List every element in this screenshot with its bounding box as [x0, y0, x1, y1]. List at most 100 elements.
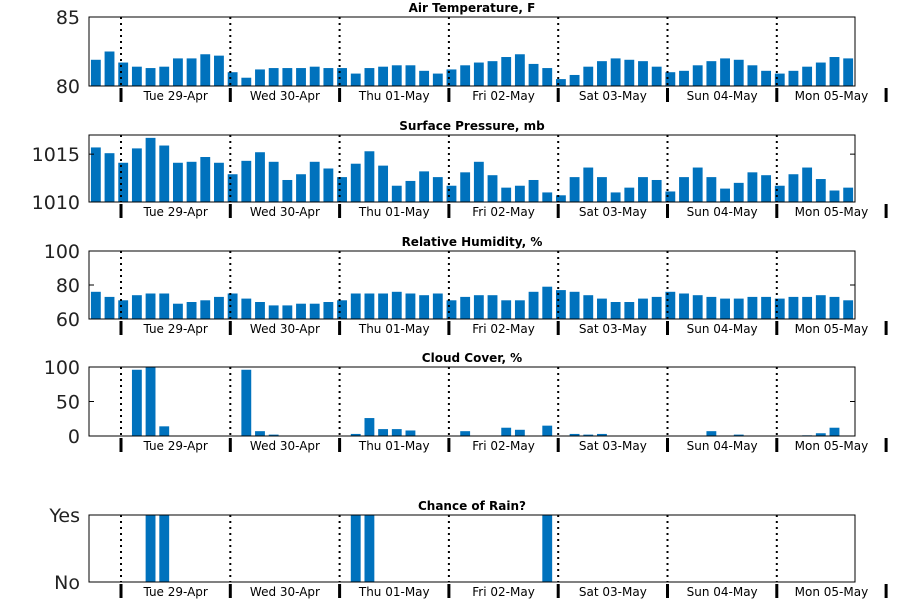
bar: [378, 165, 389, 202]
bar: [159, 145, 170, 202]
bar: [720, 298, 730, 319]
y-tick-label: 1015: [32, 144, 80, 166]
bar: [118, 62, 129, 86]
bar: [514, 429, 525, 436]
y-tick-label: 1010: [32, 192, 80, 214]
bar: [131, 295, 142, 319]
bar: [350, 73, 361, 86]
panel-title: Air Temperature, F: [409, 1, 536, 15]
bar: [501, 300, 512, 319]
bar: [378, 429, 389, 436]
bar: [364, 68, 375, 86]
bar: [323, 302, 334, 319]
x-day-label: Sun 04-May: [687, 585, 758, 599]
bar: [282, 179, 293, 202]
bar: [733, 59, 744, 86]
bar: [255, 431, 265, 436]
bar: [679, 70, 689, 86]
bar: [131, 369, 142, 436]
bar: [460, 172, 471, 202]
bar: [802, 167, 813, 202]
bar: [391, 429, 402, 436]
y-tick-label: 80: [56, 76, 80, 98]
bar: [555, 195, 566, 202]
bar: [350, 293, 361, 319]
x-day-label: Wed 30-Apr: [250, 439, 320, 453]
panel-1: Air Temperature, F 80 85 Tue 29-Apr Wed 30-A…: [56, 1, 888, 103]
bar: [241, 369, 252, 436]
bar: [460, 431, 471, 436]
bar: [90, 291, 101, 319]
bar: [145, 515, 156, 582]
bar: [514, 54, 525, 86]
bar: [624, 59, 635, 86]
panel-title: Relative Humidity, %: [402, 235, 543, 249]
bar: [679, 177, 689, 202]
bar: [473, 295, 484, 319]
bar: [159, 426, 170, 436]
bar: [309, 303, 320, 319]
bar: [296, 303, 306, 319]
bar: [323, 168, 334, 202]
bar: [692, 295, 703, 319]
bar: [514, 300, 525, 319]
bar: [432, 73, 443, 86]
bar: [802, 66, 813, 86]
bar: [733, 182, 744, 202]
bar: [843, 300, 854, 319]
x-day-label: Thu 01-May: [358, 322, 430, 336]
x-day-label: Sat 03-May: [579, 322, 647, 336]
bar: [761, 175, 772, 202]
panel-3: Relative Humidity, % 60 80 100 Tue 29-Apr Wed…: [44, 235, 888, 336]
x-day-label: Sun 04-May: [687, 205, 758, 219]
x-day-label: Thu 01-May: [358, 205, 430, 219]
bar: [364, 293, 375, 319]
bar: [364, 151, 375, 202]
panel-2: Surface Pressure, mb 1010 1015 Tue 29-Apr We…: [32, 119, 888, 219]
bar: [473, 161, 484, 202]
panel-title: Cloud Cover, %: [422, 351, 522, 365]
bar: [405, 293, 416, 319]
bar: [145, 137, 156, 202]
bar: [542, 68, 553, 86]
bar: [514, 185, 525, 202]
x-day-label: Fri 02-May: [472, 439, 535, 453]
bar: [419, 295, 430, 319]
bar: [131, 66, 142, 86]
bar: [255, 69, 265, 86]
bar: [651, 179, 662, 202]
y-tick-label: 0: [68, 426, 80, 448]
bar: [337, 68, 347, 86]
x-day-label: Fri 02-May: [472, 322, 535, 336]
bar: [747, 65, 758, 86]
bar: [90, 59, 101, 86]
x-day-label: Mon 05-May: [795, 322, 869, 336]
bar: [446, 185, 457, 202]
bar: [186, 58, 197, 86]
bar: [747, 296, 758, 319]
bar: [720, 58, 730, 86]
bar: [542, 425, 553, 436]
bar: [214, 162, 224, 202]
bar: [597, 177, 607, 202]
bar: [268, 161, 279, 202]
bar: [569, 74, 580, 86]
y-tick-label: 50: [56, 392, 80, 414]
bar: [186, 302, 197, 319]
bar: [296, 174, 306, 202]
bar: [104, 51, 115, 86]
axes-frame: [88, 514, 856, 583]
y-tick-label: 60: [56, 309, 80, 331]
y-tick-label: No: [54, 572, 80, 594]
bar: [200, 54, 211, 86]
bar: [761, 296, 772, 319]
bar: [419, 171, 430, 202]
bar: [528, 179, 539, 202]
bar: [200, 300, 211, 319]
bar: [706, 296, 717, 319]
bar: [528, 291, 539, 319]
bar: [255, 152, 265, 202]
bar: [323, 68, 334, 86]
bar: [829, 296, 840, 319]
bar: [583, 167, 594, 202]
